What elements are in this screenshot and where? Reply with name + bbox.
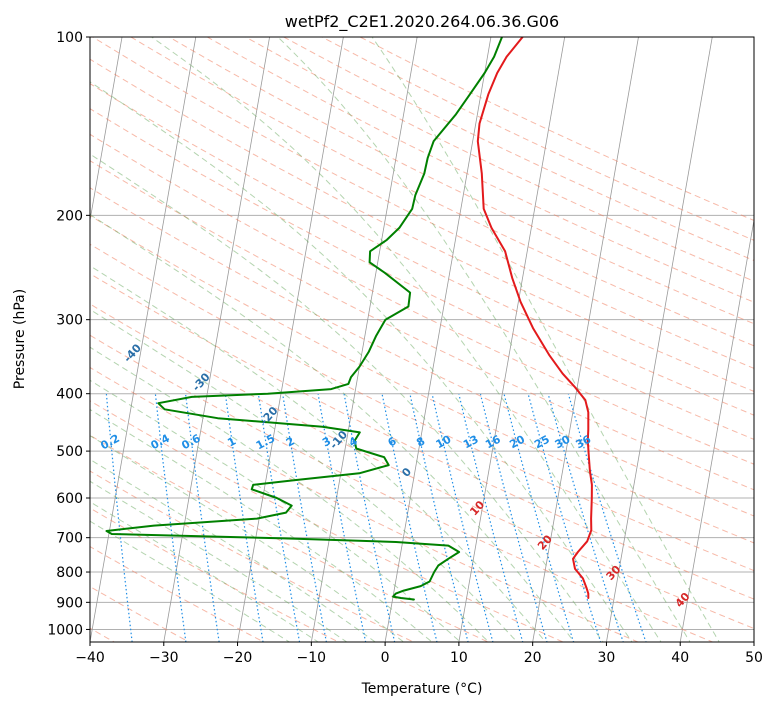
dry-adiabat-line [90,303,754,630]
dry-adiabat-line [90,160,754,491]
chart-title: wetPf2_C2E1.2020.264.06.36.G06 [285,12,559,32]
dewpoint-profile-line [105,37,503,601]
mixing-ratio-label: 10 [434,433,454,452]
dry-adiabat-line [90,470,415,642]
dry-adiabat-line [90,434,490,642]
mixing-ratio-line [343,393,396,642]
isotherm-line [532,37,639,642]
y-tick-label: 300 [56,313,83,329]
y-tick-label: 600 [56,491,83,507]
x-tick-label: −10 [297,650,327,666]
dry-adiabat-line [90,187,754,517]
moist-adiabat-line [90,458,376,642]
mixing-ratio-line [503,393,575,642]
moist-adiabat-line [90,153,604,642]
mixing-ratio-label: 36 [574,433,594,452]
dry-adiabat-line [90,83,754,416]
moist-adiabat-line [277,37,691,642]
moist-adiabat-line [90,213,575,642]
mixing-ratio-line [282,394,328,642]
isotherm-line [90,37,123,223]
isotherm-line [237,37,344,642]
x-tick-label: 10 [450,650,468,666]
x-tick-label: 50 [745,650,763,666]
isotherm-line [163,37,270,642]
mixing-ratio-line [479,393,548,642]
dry-adiabat-line [90,214,754,544]
x-tick-label: −20 [223,650,253,666]
mixing-ratio-label: 20 [507,433,527,452]
moist-adiabat-line [90,520,291,642]
y-tick-label: 400 [56,387,83,403]
x-tick-label: −30 [149,650,179,666]
x-axis-title: Temperature (°C) [361,681,483,697]
moist-adiabat-line [90,81,633,642]
y-tick-label: 200 [56,208,83,224]
mixing-ratio-line [257,394,301,642]
isotherm-line [606,37,713,642]
dry-adiabat-line [244,37,754,282]
y-tick-label: 700 [56,531,83,547]
y-tick-label: 500 [56,444,83,460]
moist-adiabat-line [90,346,490,642]
x-tick-label: 20 [524,650,542,666]
mixing-ratio-line [527,393,602,642]
plot-grid [90,37,754,642]
dry-adiabat-line [206,37,754,303]
y-tick-label: 900 [56,595,83,611]
y-tick-label: 100 [56,30,83,46]
dry-adiabat-line [168,37,754,325]
x-tick-label: 40 [671,650,689,666]
mixing-ratio-line [381,393,438,642]
moist-adiabat-line [90,408,433,642]
mixing-ratio-line [458,393,524,642]
mixing-ratio-label: 30 [553,433,573,452]
mixing-ratio-line [317,393,367,642]
mixing-ratio-label: 25 [532,433,552,452]
y-tick-label: 1000 [47,622,83,638]
mixing-ratio-line [547,393,624,642]
y-tick-label: 800 [56,565,83,581]
data-series [105,37,593,601]
mixing-ratio-label: 13 [461,433,481,452]
temperature-profile-line [476,37,593,599]
x-tick-label: 30 [598,650,616,666]
dry-adiabat-line [90,334,714,642]
isotherm-line [679,217,754,642]
y-axis-title: Pressure (hPa) [12,289,28,389]
x-tick-label: 0 [381,650,390,666]
moist-adiabat-line [371,37,720,642]
isotherm-line [90,37,197,642]
mixing-ratio-line [567,393,647,642]
moist-adiabat-line [150,37,662,642]
dry-adiabat-line [90,58,754,392]
x-tick-label: −40 [75,650,105,666]
plot-frame [89,36,755,643]
moist-adiabat-line [90,265,547,642]
isotherm-line [384,37,492,642]
moist-adiabat-line [90,480,348,642]
dry-adiabat-line [90,133,754,465]
mixing-ratio-line [431,393,494,642]
dry-adiabat-line [90,108,754,440]
mixing-ratio-label: 16 [483,433,503,452]
mixing-ratio-line [409,393,469,642]
isotherm-line [458,37,566,642]
dry-adiabat-line [282,37,754,262]
